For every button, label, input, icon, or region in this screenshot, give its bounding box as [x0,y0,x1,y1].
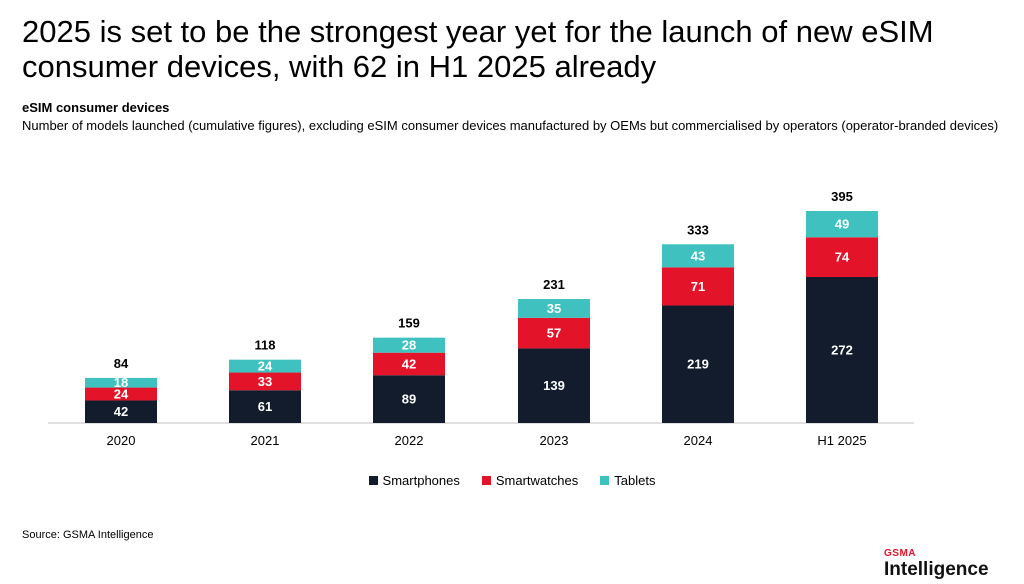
x-tick-label-h1-2025: H1 2025 [817,433,866,448]
total-label-h1-2025: 395 [831,189,853,204]
legend-label-smartwatches: Smartwatches [495,473,579,488]
data-label-smartphones-2024: 219 [687,357,709,372]
legend-item-smartwatches: Smartwatches [481,473,579,488]
data-label-smartwatches-2023: 57 [547,326,561,341]
bar-tablets-2022 [373,337,445,353]
total-label-2021: 118 [255,338,276,353]
data-label-smartwatches-2022: 42 [402,356,416,371]
data-label-smartphones-2022: 89 [402,392,416,407]
data-label-smartphones-2023: 139 [543,378,565,393]
bar-smartphones-2023 [518,348,590,423]
bar-smartwatches-2021 [229,372,301,391]
legend-swatch-smartwatches [481,476,491,485]
legend-item-smartphones: Smartphones [368,473,460,488]
total-label-2022: 159 [398,316,420,331]
legend-swatch-tablets [600,476,610,485]
chart-legend: Smartphones Smartwatches Tablets [0,473,1024,488]
x-tick-label-2023: 2023 [540,433,569,448]
bar-tablets-2021 [229,359,301,373]
legend-label-tablets: Tablets [614,473,656,488]
x-tick-label-2024: 2024 [684,433,713,448]
x-tick-label-2022: 2022 [395,433,424,448]
data-label-tablets-2023: 35 [547,301,561,316]
bar-smartphones-h1-2025 [806,277,878,423]
legend-label-smartphones: Smartphones [382,473,460,488]
source-note: Source: GSMA Intelligence [22,529,154,541]
gsma-intelligence-logo: GSMA Intelligence [884,549,1004,581]
data-label-tablets-2022: 28 [402,338,416,353]
bar-smartphones-2021 [229,390,301,423]
chart-description: Number of models launched (cumulative fi… [22,118,999,133]
bar-smartwatches-2022 [373,352,445,376]
bar-tablets-2023 [518,299,590,318]
total-label-2023: 231 [543,277,565,292]
data-label-tablets-2020: 18 [114,375,128,390]
bar-smartwatches-h1-2025 [806,237,878,278]
logo-intelligence-text: Intelligence [884,559,989,580]
data-label-smartphones-h1-2025: 272 [831,343,853,358]
total-label-2020: 84 [114,356,129,371]
bar-smartwatches-2023 [518,317,590,349]
bar-tablets-2024 [662,244,734,268]
legend-item-tablets: Tablets [600,473,655,488]
x-tick-label-2020: 2020 [107,433,136,448]
data-label-smartwatches-2024: 71 [691,279,705,294]
chart-title: 2025 is set to be the strongest year yet… [22,14,934,84]
bar-smartphones-2024 [662,305,734,423]
bar-smartphones-2022 [373,375,445,423]
data-label-smartwatches-2021: 33 [258,374,272,389]
data-label-smartwatches-2020: 24 [114,387,129,402]
bar-tablets-2020 [85,377,157,388]
bar-smartwatches-2024 [662,267,734,306]
total-label-2024: 333 [687,222,709,237]
data-label-smartphones-2020: 42 [114,404,128,419]
bar-tablets-h1-2025 [806,211,878,238]
data-label-tablets-2021: 24 [258,359,273,374]
data-label-smartwatches-h1-2025: 74 [835,250,850,265]
logo-gsma-text: GSMA [884,548,916,559]
data-label-smartphones-2021: 61 [258,399,272,414]
bar-smartwatches-2020 [85,387,157,401]
x-tick-label-2021: 2021 [251,433,280,448]
data-label-tablets-2024: 43 [691,248,705,263]
chart-subtitle: eSIM consumer devices [22,100,170,115]
bar-smartphones-2020 [85,400,157,423]
legend-swatch-smartphones [368,476,378,485]
data-label-tablets-h1-2025: 49 [835,217,849,232]
